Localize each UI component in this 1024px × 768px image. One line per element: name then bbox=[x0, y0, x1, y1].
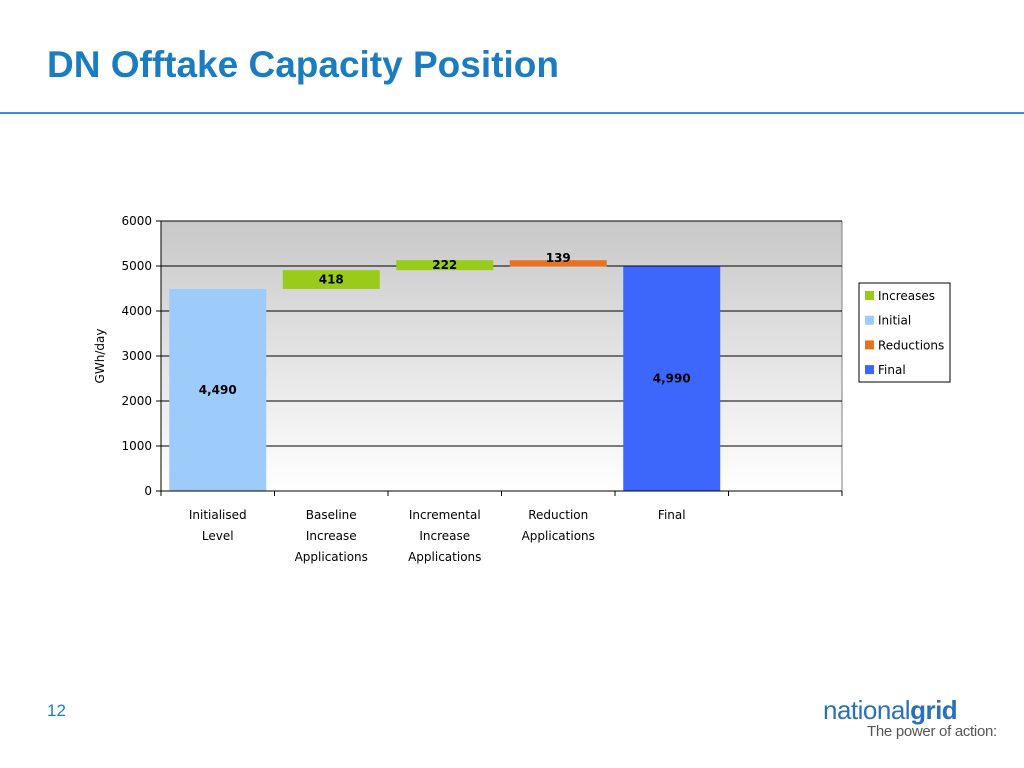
legend-swatch bbox=[865, 315, 874, 325]
x-category-label: Increase bbox=[306, 529, 357, 543]
x-category-label: Applications bbox=[295, 550, 368, 564]
y-tick-label: 4000 bbox=[121, 304, 152, 318]
x-category-label: Final bbox=[658, 508, 686, 522]
legend-box bbox=[858, 282, 951, 383]
legend-swatch bbox=[865, 365, 874, 375]
logo-tagline: The power of action: bbox=[867, 723, 997, 740]
y-tick-label: 0 bbox=[144, 484, 152, 498]
y-tick-label: 1000 bbox=[121, 439, 152, 453]
y-tick-label: 5000 bbox=[121, 259, 152, 273]
x-category-label: Increase bbox=[419, 529, 470, 543]
bar-initial bbox=[169, 288, 267, 491]
title-divider bbox=[0, 112, 1024, 114]
x-category-label: Incremental bbox=[409, 508, 481, 522]
x-category-label: Applications bbox=[522, 529, 595, 543]
national-grid-logo: nationalgrid The power of action: bbox=[823, 697, 997, 741]
x-category-label: Applications bbox=[408, 550, 481, 564]
legend-label: Initial bbox=[878, 314, 911, 328]
data-label: 4,990 bbox=[653, 372, 691, 386]
logo-brand-light: national bbox=[823, 695, 911, 725]
y-tick-label: 2000 bbox=[121, 394, 152, 408]
bar-increases bbox=[282, 270, 380, 289]
legend-label: Reductions bbox=[878, 338, 944, 352]
legend-swatch bbox=[865, 340, 874, 350]
y-axis-label: GWh/day bbox=[93, 329, 107, 384]
data-label: 418 bbox=[319, 273, 344, 287]
bar-reductions bbox=[509, 260, 607, 267]
data-label: 139 bbox=[546, 251, 571, 265]
bar-final bbox=[623, 266, 721, 491]
legend-label: Final bbox=[878, 363, 906, 377]
data-label: 4,490 bbox=[199, 383, 237, 397]
legend-swatch bbox=[865, 291, 874, 300]
x-category-label: Reduction bbox=[528, 508, 588, 522]
logo-brand-bold: grid bbox=[910, 695, 958, 725]
page-number: 12 bbox=[47, 701, 66, 720]
y-tick-label: 3000 bbox=[121, 349, 152, 363]
x-category-label: Baseline bbox=[306, 508, 357, 522]
waterfall-chart: 0 1000 2000 3000 4000 5000 6000 GWh/day Initiali… bbox=[93, 214, 951, 564]
y-tick-label: 6000 bbox=[121, 214, 152, 228]
slide-title: DN Offtake Capacity Position bbox=[47, 44, 559, 85]
x-category-label: Level bbox=[202, 529, 234, 543]
data-label: 222 bbox=[432, 258, 457, 272]
bar-increases bbox=[396, 260, 494, 271]
legend-label: Increases bbox=[878, 289, 935, 303]
legend: Increases Initial Reductions Final bbox=[858, 282, 951, 383]
x-category-label: Initialised bbox=[189, 508, 247, 522]
